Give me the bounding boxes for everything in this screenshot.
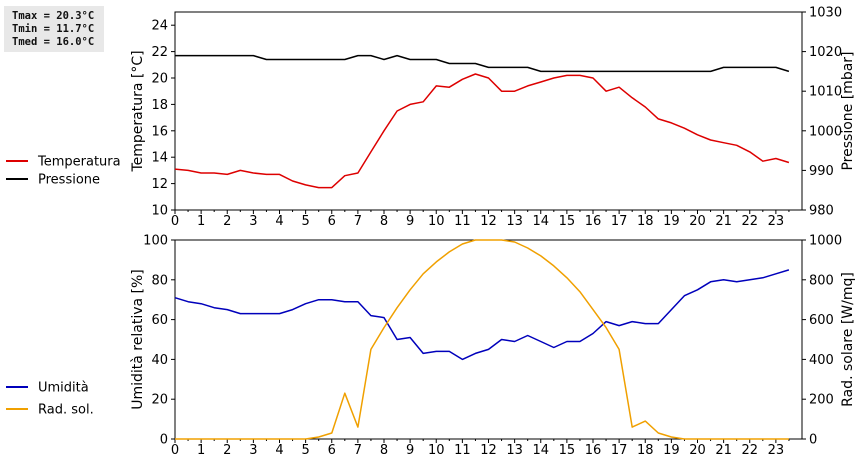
y-right-tick-label: 200 [809, 393, 834, 408]
y-left-tick-label: 20 [151, 393, 168, 408]
x-tick-label: 10 [428, 214, 445, 229]
y-left-tick-label: 16 [151, 124, 168, 139]
tmin-label: Tmin = 11.7°C [12, 23, 95, 35]
x-tick-label: 19 [663, 214, 680, 229]
x-tick-label: 17 [611, 443, 628, 458]
legend-label-rad-sol: Rad. sol. [38, 403, 94, 418]
series-line-temperatura [174, 73, 790, 189]
x-tick-label: 4 [275, 443, 283, 458]
x-tick-label: 5 [301, 214, 309, 229]
y-right-tick-label: 990 [809, 164, 834, 179]
x-tick-label: 16 [585, 214, 602, 229]
x-tick-label: 23 [768, 214, 785, 229]
x-tick-label: 9 [406, 443, 414, 458]
x-tick-label: 20 [689, 214, 706, 229]
y-left-axis-label: Temperatura [°C] [130, 50, 146, 172]
x-tick-label: 3 [249, 443, 257, 458]
y-right-tick-label: 1010 [809, 85, 842, 100]
legend-label-temperatura: Temperatura [37, 155, 121, 170]
y-right-tick-label: 0 [809, 433, 817, 448]
x-tick-label: 6 [328, 443, 336, 458]
y-right-tick-label: 980 [809, 204, 834, 219]
y-right-axis-label: Pressione [mbar] [840, 51, 856, 170]
x-tick-label: 8 [380, 443, 388, 458]
x-tick-label: 6 [328, 214, 336, 229]
x-tick-label: 7 [354, 214, 362, 229]
x-tick-label: 7 [354, 443, 362, 458]
y-left-tick-label: 12 [151, 177, 168, 192]
y-right-tick-label: 1000 [809, 124, 842, 139]
y-left-tick-label: 18 [151, 98, 168, 113]
x-tick-label: 13 [506, 214, 523, 229]
x-tick-label: 2 [223, 443, 231, 458]
y-left-tick-label: 80 [151, 273, 168, 288]
y-right-tick-label: 1030 [809, 6, 842, 21]
x-tick-label: 1 [197, 214, 205, 229]
x-tick-label: 18 [637, 214, 654, 229]
x-tick-label: 17 [611, 214, 628, 229]
legend-label-umidit: Umidità [38, 381, 89, 396]
x-tick-label: 16 [585, 443, 602, 458]
y-right-tick-label: 800 [809, 273, 834, 288]
x-tick-label: 12 [480, 443, 497, 458]
y-left-axis-label: Umidità relativa [%] [130, 269, 146, 410]
x-tick-label: 12 [480, 214, 497, 229]
x-tick-label: 13 [506, 443, 523, 458]
x-tick-label: 14 [532, 443, 549, 458]
series-line-rad-sol [175, 239, 789, 440]
series-line-pressione [175, 54, 790, 73]
y-left-tick-label: 22 [151, 45, 168, 60]
y-left-tick-label: 24 [151, 19, 168, 34]
y-right-axis-label: Rad. solare [W/mq] [840, 272, 856, 407]
y-left-tick-label: 0 [160, 433, 168, 448]
x-tick-label: 4 [275, 214, 283, 229]
y-left-tick-label: 60 [151, 313, 168, 328]
x-tick-label: 0 [171, 214, 179, 229]
y-left-tick-label: 10 [151, 204, 168, 219]
y-left-tick-label: 40 [151, 353, 168, 368]
stats-box: Tmax = 20.3°C Tmin = 11.7°C Tmed = 16.0°… [4, 6, 104, 52]
x-tick-label: 2 [223, 214, 231, 229]
series-line-umidit [174, 269, 790, 361]
y-left-tick-label: 20 [151, 72, 168, 87]
x-tick-label: 11 [454, 443, 471, 458]
x-tick-label: 8 [380, 214, 388, 229]
y-left-tick-label: 14 [151, 151, 168, 166]
x-tick-label: 15 [559, 214, 576, 229]
x-tick-label: 22 [741, 214, 758, 229]
tmed-label: Tmed = 16.0°C [12, 36, 95, 48]
y-right-tick-label: 600 [809, 313, 834, 328]
x-tick-label: 5 [301, 443, 309, 458]
x-tick-label: 1 [197, 443, 205, 458]
x-tick-label: 10 [428, 443, 445, 458]
x-tick-label: 9 [406, 214, 414, 229]
y-left-tick-label: 100 [143, 234, 168, 249]
x-tick-label: 3 [249, 214, 257, 229]
x-tick-label: 15 [559, 443, 576, 458]
x-tick-label: 19 [663, 443, 680, 458]
x-tick-label: 20 [689, 443, 706, 458]
x-tick-label: 21 [715, 443, 732, 458]
tmax-label: Tmax = 20.3°C [12, 10, 95, 22]
plot-frame-2 [174, 239, 803, 440]
plot-frame-1 [174, 11, 803, 211]
legend-label-pressione: Pressione [38, 173, 100, 188]
x-tick-label: 18 [637, 443, 654, 458]
x-tick-label: 11 [454, 214, 471, 229]
y-right-tick-label: 1020 [809, 45, 842, 60]
y-right-tick-label: 1000 [809, 234, 842, 249]
x-tick-label: 22 [741, 443, 758, 458]
x-tick-label: 23 [768, 443, 785, 458]
y-right-tick-label: 400 [809, 353, 834, 368]
x-tick-label: 0 [171, 443, 179, 458]
x-tick-label: 14 [532, 214, 549, 229]
x-tick-label: 21 [715, 214, 732, 229]
